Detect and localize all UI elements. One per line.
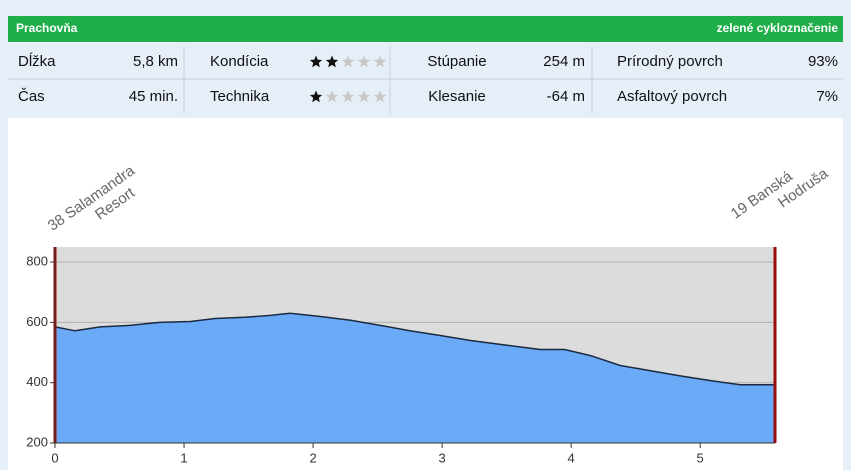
rating-star [341,55,355,68]
rating-star [357,55,371,68]
x-tick-label: 4 [568,450,575,465]
y-tick-label: 800 [26,254,48,269]
table-cell: -64 m [547,88,585,105]
y-tick-label: 600 [26,314,48,329]
table-cell: 93% [808,53,838,70]
x-tick-label: 3 [438,450,445,465]
rating-star [341,90,355,103]
rating-star [373,90,387,103]
rating-star [309,90,323,103]
table-cell: Asfaltový povrch [617,88,727,105]
header-bar [8,16,843,42]
x-tick-label: 2 [309,450,316,465]
rating-star [325,55,339,68]
table-cell: Prírodný povrch [617,53,723,70]
elevation-area [55,313,775,443]
table-cell: Klesanie [428,88,486,105]
x-tick-label: 5 [697,450,704,465]
x-tick-label: 1 [180,450,187,465]
elevation-line [54,312,775,386]
rating-star [309,55,323,68]
table-cell: Stúpanie [427,53,486,70]
table-cell: Kondícia [210,53,269,70]
rating-star [373,55,387,68]
route-title: Prachovňa [16,21,78,35]
table-cell: Technika [210,88,270,105]
route-marking: zelené cykloznačenie [717,21,839,35]
rating-star [325,90,339,103]
x-tick-label: 0 [51,450,58,465]
table-cell: Čas [18,88,45,105]
table-cell: 254 m [543,53,585,70]
table-cell: 45 min. [129,88,178,105]
y-tick-label: 400 [26,374,48,389]
rating-star [357,90,371,103]
y-tick-label: 200 [26,434,48,449]
table-cell: 7% [816,88,838,105]
table-cell: 5,8 km [133,53,178,70]
table-cell: Dĺžka [18,52,56,70]
